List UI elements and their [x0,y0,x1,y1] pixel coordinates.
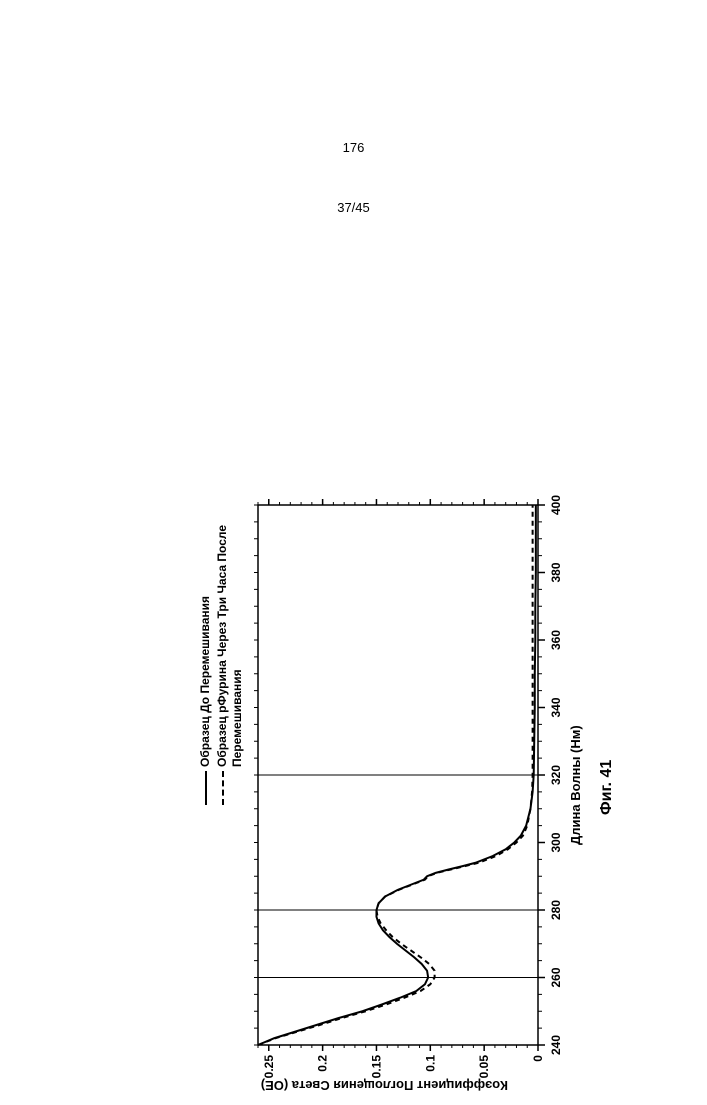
y-axis-label: Коэффициент Поглощения Света (ОЕ) [261,1078,508,1093]
svg-text:280: 280 [549,900,563,920]
svg-text:0: 0 [531,1055,545,1062]
svg-text:0.2: 0.2 [316,1055,330,1072]
svg-text:300: 300 [549,832,563,852]
svg-text:0.25: 0.25 [262,1055,276,1079]
svg-text:0.05: 0.05 [477,1055,491,1079]
svg-text:400: 400 [549,495,563,515]
svg-text:320: 320 [549,765,563,785]
svg-text:240: 240 [549,1035,563,1055]
legend-item-1: Образец До Перемешивания [198,525,213,805]
svg-text:360: 360 [549,630,563,650]
svg-text:260: 260 [549,967,563,987]
chart-svg: 240 260 280 300 320 340 360 380 400 0 0.05 0.1 0.15 0… [218,465,578,1105]
x-axis-label: Длина Волны (Нм) [568,725,583,845]
chart-container: Образец До Перемешивания Образец рФурина… [408,465,618,785]
page-number: 176 [0,140,707,155]
svg-text:380: 380 [549,562,563,582]
solid-line-icon [205,771,207,805]
svg-text:0.15: 0.15 [369,1055,383,1079]
svg-text:0.1: 0.1 [423,1055,437,1072]
figure-sequence: 37/45 [0,200,707,215]
legend-text-1: Образец До Перемешивания [198,596,212,767]
figure-caption: Фиг. 41 [598,760,616,815]
svg-text:340: 340 [549,697,563,717]
